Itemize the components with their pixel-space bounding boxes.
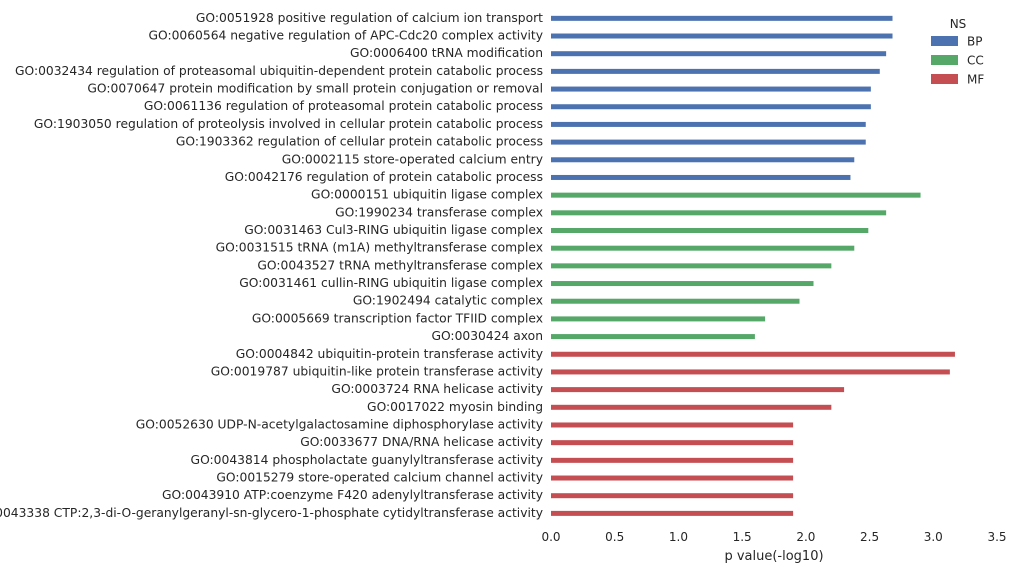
category-label: GO:0052630 UDP-N-acetylgalactosamine dip… [136,417,543,431]
x-tick-label: 2.5 [860,530,879,544]
bar [551,86,871,92]
legend-title: NS [950,17,967,31]
bar [551,369,950,375]
category-label: GO:0030424 axon [431,329,543,343]
bar [551,316,766,322]
x-tick-label: 2.0 [796,530,815,544]
x-tick-label: 3.5 [987,530,1006,544]
bar [551,263,832,269]
bar [551,510,794,516]
category-label: GO:0006400 tRNA modification [350,46,543,60]
category-label: GO:0042176 regulation of protein catabol… [225,170,543,184]
category-label: GO:0000151 ubiquitin ligase complex [311,188,543,202]
bar [551,51,887,57]
x-tick-label: 0.5 [605,530,624,544]
bar [551,139,866,145]
category-label: GO:1903362 regulation of cellular protei… [176,135,543,149]
category-label: GO:1990234 transferase complex [335,205,543,219]
category-label: GO:0051928 positive regulation of calciu… [196,11,543,25]
category-label: GO:0070647 protein modification by small… [87,82,543,96]
legend-label: MF [967,73,984,87]
category-label: GO:0017022 myosin binding [367,400,543,414]
bar [551,228,869,233]
x-axis-title: p value(-log10) [724,549,823,564]
bar [551,493,794,499]
x-tick-label: 1.5 [733,530,752,544]
category-label: GO:0031515 tRNA (m1A) methyltransferase … [216,241,543,255]
category-label: GO:0002115 store-operated calcium entry [282,152,543,166]
bar [551,281,814,287]
bar [551,192,921,198]
category-label: GO:0033677 DNA/RNA helicase activity [300,435,543,449]
category-labels: GO:0051928 positive regulation of calciu… [0,11,543,520]
bar [551,475,794,481]
bar [551,121,866,127]
legend-label: BP [967,35,982,49]
legend-swatch [931,36,958,46]
category-label: GO:0031463 Cul3-RING ubiquitin ligase co… [244,223,543,237]
bar [551,15,893,21]
legend: NS BP CC MF [931,17,984,87]
bar [551,174,851,180]
bars-layer [551,15,955,516]
x-tick-label: 3.0 [924,530,943,544]
legend-entries: BP CC MF [931,35,984,87]
category-label: GO:0019787 ubiquitin-like protein transf… [211,364,543,378]
x-tick-label: 0.0 [541,530,560,544]
bar [551,422,794,428]
category-label: GO:0043910 ATP:coenzyme F420 adenylyltra… [162,488,543,502]
category-label: GO:1903050 regulation of proteolysis inv… [34,117,543,131]
category-label: GO:0043527 tRNA methyltransferase comple… [257,258,543,272]
bar [551,387,845,393]
category-label: GO:0003724 RNA helicase activity [331,382,543,396]
bar [551,404,832,410]
category-label: GO:0005669 transcription factor TFIID co… [252,311,543,325]
bar [551,33,893,39]
bar [551,334,755,340]
legend-label: CC [967,54,984,68]
bar [551,210,887,216]
bar [551,351,955,357]
bar [551,298,800,304]
bar [551,157,855,163]
bar [551,68,880,74]
category-label: GO:0060564 negative regulation of APC-Cd… [148,29,543,43]
category-label: GO:0043814 phospholactate guanylyltransf… [191,453,543,467]
category-label: GO:0061136 regulation of proteasomal pro… [144,99,543,113]
bar [551,245,855,251]
category-label: GO:0015279 store-operated calcium channe… [216,471,543,485]
category-label: GO:1902494 catalytic complex [353,294,543,308]
bar [551,440,794,446]
category-label: GO:0032434 regulation of proteasomal ubi… [15,64,543,78]
legend-swatch [931,74,958,84]
category-label: GO:0043338 CTP:2,3-di-O-geranylgeranyl-s… [0,506,543,520]
bar [551,457,794,463]
bar [551,104,871,110]
legend-swatch [931,55,958,65]
category-label: GO:0004842 ubiquitin-protein transferase… [236,347,543,361]
x-axis-ticks: 0.0 0.5 1.0 1.5 2.0 2.5 3.0 3.5 [541,530,1006,544]
x-tick-label: 1.0 [669,530,688,544]
category-label: GO:0031461 cullin-RING ubiquitin ligase … [239,276,543,290]
